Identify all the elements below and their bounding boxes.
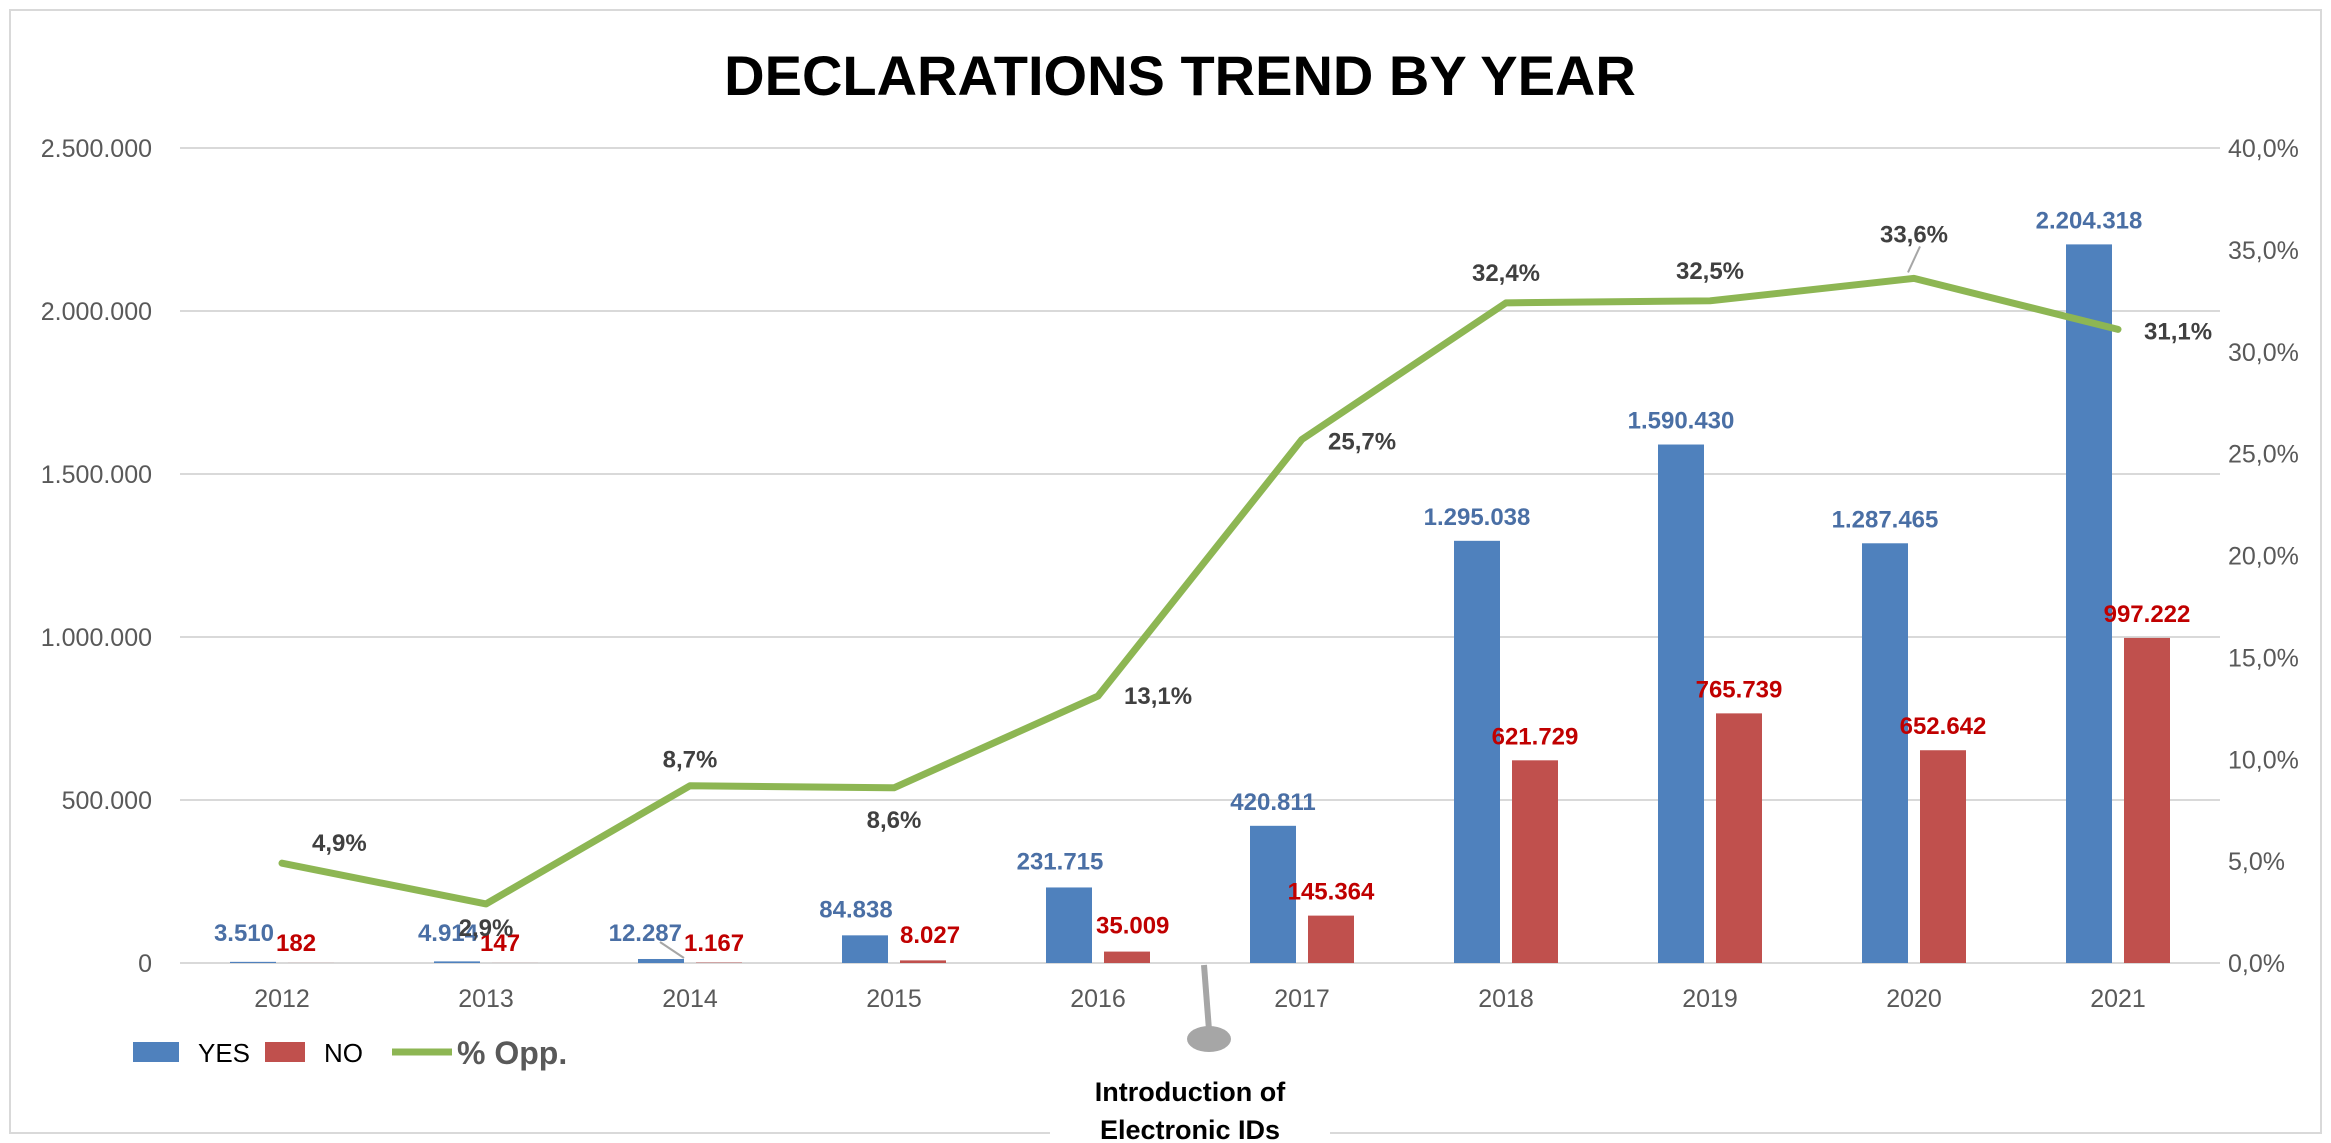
- annotation-pointer-head: [1187, 1026, 1231, 1052]
- annotation: Introduction of Electronic IDs: [1050, 964, 1330, 1143]
- data-label-no: 652.642: [1900, 713, 1987, 740]
- x-tick-label: 2015: [866, 985, 922, 1013]
- y-left-tick-label: 0: [138, 950, 152, 978]
- data-label-pct: 13,1%: [1124, 683, 1192, 710]
- annotation-box: [1050, 1066, 1330, 1136]
- legend-label-no: NO: [324, 1038, 363, 1068]
- x-tick-label: 2017: [1274, 985, 1330, 1013]
- y-left-tick-label: 2.500.000: [41, 135, 152, 163]
- legend-swatch-no: [265, 1042, 305, 1062]
- chart-title: DECLARATIONS TREND BY YEAR: [724, 44, 1636, 107]
- bar-no: [1512, 760, 1558, 963]
- bar-yes: [842, 935, 888, 963]
- data-label-no: 182: [276, 930, 316, 957]
- data-label-no: 8.027: [900, 922, 960, 949]
- data-label-pct: 31,1%: [2144, 318, 2212, 345]
- data-label-pct: 33,6%: [1880, 221, 1948, 248]
- data-label-no: 35.009: [1096, 913, 1169, 940]
- x-tick-label: 2016: [1070, 985, 1126, 1013]
- x-tick-label: 2019: [1682, 985, 1738, 1013]
- x-tick-label: 2021: [2090, 985, 2146, 1013]
- bar-no: [1308, 915, 1354, 963]
- gridlines: [180, 147, 2220, 964]
- x-tick-label: 2012: [254, 985, 310, 1013]
- data-label-yes: 12.287: [609, 920, 682, 947]
- bar-yes: [1658, 444, 1704, 964]
- data-labels: 3.510 4.914 12.287 84.838 231.715 420.811 1.29…: [214, 207, 2212, 959]
- callout-line: [659, 941, 685, 959]
- data-label-pct: 2,9%: [459, 915, 514, 942]
- x-tick-label: 2014: [662, 985, 718, 1013]
- y-left-tick-label: 2.000.000: [41, 298, 152, 326]
- data-label-pct: 32,5%: [1676, 258, 1744, 285]
- data-label-pct: 25,7%: [1328, 428, 1396, 455]
- y-left-tick-label: 1.500.000: [41, 461, 152, 489]
- data-label-pct: 4,9%: [312, 830, 367, 857]
- y-right-tick-label: 30,0%: [2228, 339, 2299, 367]
- data-label-yes: 420.811: [1230, 789, 1315, 816]
- data-label-no: 1.167: [684, 930, 744, 957]
- data-label-no: 145.364: [1288, 879, 1375, 906]
- data-label-no: 147: [480, 930, 520, 957]
- bar-yes: [1862, 543, 1908, 963]
- data-label-pct: 8,7%: [663, 747, 718, 774]
- legend-swatch-yes: [133, 1042, 179, 1062]
- y-right-tick-label: 5,0%: [2228, 848, 2285, 876]
- y-right-tick-label: 10,0%: [2228, 746, 2299, 774]
- pct-line: [278, 274, 2122, 908]
- bar-no: [1104, 951, 1150, 963]
- bar-no: [2124, 637, 2170, 963]
- bar-yes: [638, 958, 684, 963]
- bar-no: [1716, 713, 1762, 963]
- bar-no: [1920, 750, 1966, 963]
- annotation-pointer: [1201, 964, 1212, 1031]
- data-label-yes: 231.715: [1017, 848, 1104, 875]
- x-tick-label: 2020: [1886, 985, 1942, 1013]
- bar-yes: [1046, 887, 1092, 963]
- y-right-tick-label: 35,0%: [2228, 237, 2299, 265]
- x-tick-label: 2018: [1478, 985, 1534, 1013]
- data-label-yes: 3.510: [214, 920, 274, 947]
- y-right-tick-label: 25,0%: [2228, 441, 2299, 469]
- data-label-yes: 4.914: [418, 920, 479, 947]
- bar-yes: [434, 961, 480, 963]
- y-right-tick-label: 40,0%: [2228, 135, 2299, 163]
- data-label-no: 765.739: [1696, 676, 1783, 703]
- bar-yes: [2066, 244, 2112, 963]
- y-right-tick-label: 0,0%: [2228, 950, 2285, 978]
- data-label-yes: 84.838: [819, 896, 892, 923]
- data-label-yes: 1.287.465: [1832, 506, 1939, 533]
- data-label-pct: 8,6%: [867, 807, 922, 834]
- bar-yes: [1250, 825, 1296, 963]
- y-right-tick-label: 15,0%: [2228, 644, 2299, 672]
- bar-yes: [1454, 540, 1500, 963]
- data-label-no: 621.729: [1492, 723, 1579, 750]
- x-tick-label: 2013: [458, 985, 514, 1013]
- data-label-yes: 1.295.038: [1424, 504, 1531, 531]
- bar-yes: [230, 961, 276, 963]
- annotation-text: Electronic IDs: [1100, 1115, 1280, 1143]
- legend-label-yes: YES: [198, 1038, 250, 1068]
- data-label-yes: 1.590.430: [1628, 408, 1735, 435]
- axes: 0 500.000 1.000.000 1.500.000 2.000.000 2.500…: [41, 135, 2299, 1013]
- callout-line: [1907, 245, 1921, 273]
- y-right-tick-label: 20,0%: [2228, 543, 2299, 571]
- bars: [230, 244, 2170, 964]
- y-left-tick-label: 500.000: [62, 787, 152, 815]
- bar-no: [900, 960, 946, 963]
- annotation-text: Introduction of: [1095, 1077, 1286, 1107]
- legend: YES NO % Opp.: [133, 1035, 567, 1071]
- legend-label-pct: % Opp.: [457, 1035, 567, 1071]
- data-label-pct: 32,4%: [1472, 260, 1540, 287]
- data-label-no: 997.222: [2104, 601, 2191, 628]
- data-label-yes: 2.204.318: [2036, 207, 2143, 234]
- y-left-tick-label: 1.000.000: [41, 624, 152, 652]
- pct-series-line: [278, 274, 2122, 908]
